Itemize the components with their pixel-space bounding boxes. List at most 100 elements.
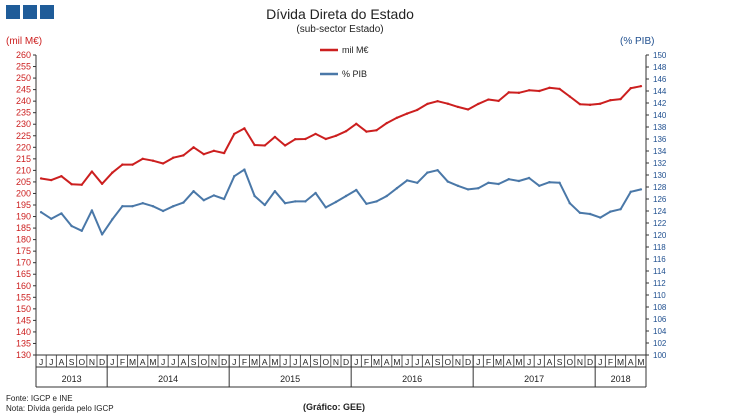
month-label: O [78, 357, 85, 367]
page-title: Dívida Direta do Estado [266, 6, 414, 22]
data-point-gdp [558, 181, 561, 184]
year-label: 2018 [611, 374, 631, 384]
left-tick-label: 175 [16, 246, 31, 256]
legend: mil M€ % PIB [320, 45, 369, 79]
year-label: 2014 [158, 374, 178, 384]
right-tick-label: 120 [653, 231, 667, 240]
left-tick-label: 205 [16, 177, 31, 187]
right-tick-label: 104 [653, 327, 667, 336]
data-point-debt [588, 103, 592, 107]
month-label: J [527, 357, 531, 367]
right-tick-label: 130 [653, 171, 667, 180]
month-label: M [495, 357, 502, 367]
right-tick-label: 132 [653, 159, 667, 168]
right-tick-label: 140 [653, 111, 667, 120]
data-point-debt [151, 159, 155, 162]
data-point-gdp [385, 194, 388, 198]
data-point-debt [456, 105, 460, 109]
data-point-gdp [497, 182, 500, 186]
data-point-debt [436, 99, 439, 103]
data-point-gdp [334, 200, 338, 204]
data-point-debt [263, 144, 266, 147]
data-point-debt [609, 99, 612, 102]
data-point-debt [416, 108, 419, 112]
right-tick-label: 110 [653, 291, 666, 300]
data-point-gdp [344, 194, 348, 198]
year-label: 2015 [280, 374, 300, 384]
data-point-debt [334, 134, 338, 137]
month-label: J [49, 357, 53, 367]
data-point-debt [182, 154, 185, 157]
data-point-gdp [416, 181, 419, 184]
data-point-debt [395, 116, 399, 119]
month-label: M [393, 357, 400, 367]
month-label: O [322, 357, 329, 367]
right-tick-label: 122 [653, 219, 667, 228]
right-tick-label: 106 [653, 315, 667, 324]
right-tick-label: 142 [653, 99, 667, 108]
left-tick-label: 150 [16, 304, 31, 314]
data-point-gdp [294, 200, 297, 203]
chart-credit: (Gráfico: GEE) [303, 402, 366, 412]
month-label: S [557, 357, 563, 367]
right-tick-label: 126 [653, 195, 667, 204]
month-label: A [506, 357, 512, 367]
series-line-debt [40, 85, 642, 186]
data-point-gdp [151, 205, 155, 208]
data-point-debt [243, 127, 246, 130]
month-label: F [364, 357, 369, 367]
data-point-debt [50, 178, 53, 182]
month-label: S [69, 357, 75, 367]
month-label: O [566, 357, 573, 367]
data-point-debt [161, 162, 165, 165]
month-label: N [211, 357, 217, 367]
month-label: A [303, 357, 309, 367]
data-point-debt [212, 149, 216, 152]
data-point-gdp [263, 203, 266, 207]
left-tick-label: 195 [16, 200, 31, 210]
data-point-gdp [375, 200, 378, 203]
data-point-debt [253, 143, 256, 147]
month-label: J [232, 357, 236, 367]
year-label: 2013 [62, 374, 82, 384]
data-point-gdp [446, 180, 449, 183]
left-tick-label: 200 [16, 188, 31, 198]
right-tick-label: 134 [653, 147, 667, 156]
left-tick-label: 140 [16, 327, 31, 337]
data-point-gdp [314, 191, 317, 195]
data-point-gdp [588, 212, 592, 216]
data-point-gdp [436, 169, 439, 172]
month-label: D [221, 357, 227, 367]
right-tick-label: 100 [653, 351, 667, 360]
right-tick-label: 148 [653, 63, 667, 72]
month-label: J [39, 357, 43, 367]
data-point-debt [568, 95, 571, 98]
month-label: J [283, 357, 287, 367]
data-point-debt [90, 170, 94, 173]
month-label: J [405, 357, 409, 367]
data-point-gdp [39, 211, 43, 214]
right-tick-label: 136 [653, 135, 667, 144]
left-tick-label: 180 [16, 235, 31, 245]
left-tick-label: 220 [16, 142, 31, 152]
page-subtitle: (sub-sector Estado) [296, 24, 384, 35]
left-axis-label: (mil M€) [6, 36, 42, 47]
data-point-gdp [60, 212, 63, 215]
data-point-debt [344, 129, 348, 133]
month-label: M [251, 357, 258, 367]
logo-square-1 [6, 5, 20, 19]
left-tick-label: 190 [16, 212, 31, 222]
data-point-gdp [456, 184, 460, 187]
month-label: J [415, 357, 419, 367]
month-label: A [262, 357, 268, 367]
month-label: J [476, 357, 480, 367]
data-point-gdp [578, 211, 582, 214]
data-point-gdp [283, 202, 287, 205]
month-label: F [242, 357, 247, 367]
month-label: D [587, 357, 593, 367]
data-point-gdp [90, 209, 94, 212]
data-point-gdp [161, 209, 165, 213]
data-point-gdp [212, 194, 216, 197]
month-label: M [637, 357, 644, 367]
left-tick-label: 245 [16, 85, 31, 95]
